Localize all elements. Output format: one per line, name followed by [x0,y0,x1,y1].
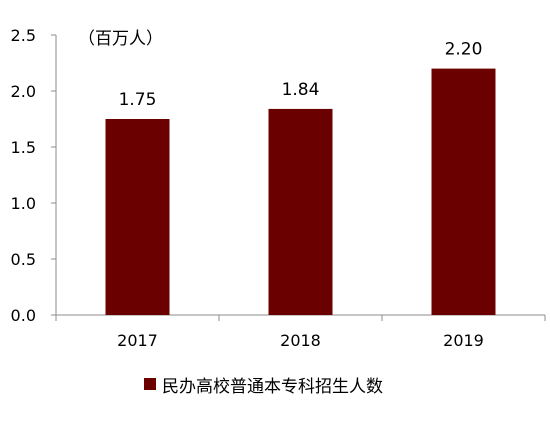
y-tick-label: 0.5 [11,250,36,269]
bars [105,68,496,315]
x-tick-label: 2017 [117,331,158,350]
y-tick-label: 1.5 [11,138,36,157]
data-label: 2.20 [445,40,483,60]
data-label: 1.75 [119,90,157,110]
y-axis: 0.0 0.5 1.0 1.5 2.0 2.5 [11,26,57,325]
x-tick-label: 2018 [280,331,321,350]
bar-2019 [431,68,496,315]
data-label: 1.84 [282,80,320,100]
unit-label: （百万人） [78,29,163,49]
y-tick-label: 2.5 [11,26,36,45]
bar-2017 [105,119,170,315]
y-tick-label: 2.0 [11,82,36,101]
legend: 民办高校普通本专科招生人数 [144,371,383,397]
y-tick-label: 0.0 [11,306,36,325]
y-tick-label: 1.0 [11,194,36,213]
bar-2018 [268,108,333,315]
legend-label: 民办高校普通本专科招生人数 [162,376,383,397]
x-axis: 2017 2018 2019 [55,314,546,350]
data-labels: 1.75 1.84 2.20 [119,40,483,110]
legend-swatch [144,378,156,390]
x-tick-label: 2019 [443,331,484,350]
